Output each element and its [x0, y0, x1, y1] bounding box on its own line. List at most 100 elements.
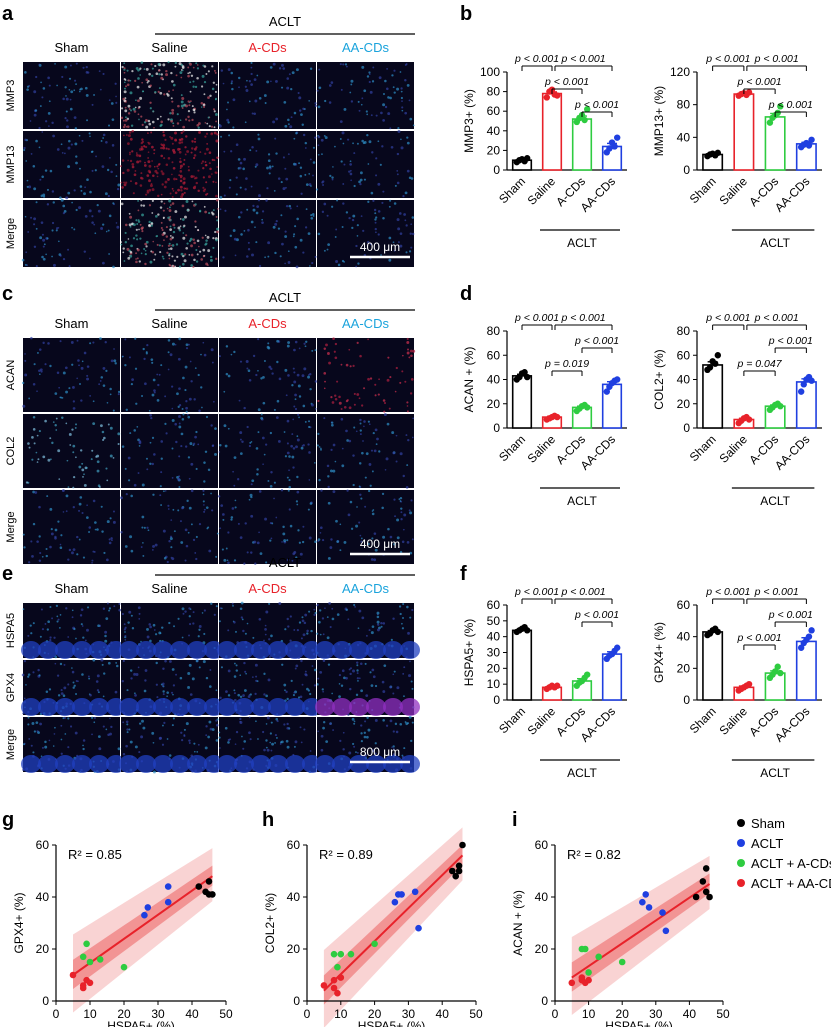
cell-dot	[71, 201, 73, 204]
cell-dot	[212, 108, 216, 111]
cell-dot	[130, 180, 132, 183]
cell-dot	[27, 716, 30, 719]
cell-dot	[84, 86, 88, 90]
cell-dot	[186, 413, 189, 416]
data-point	[808, 136, 815, 143]
cell-dot	[274, 742, 276, 744]
cell-dot	[90, 458, 93, 461]
cell-dot	[162, 63, 166, 67]
column-label-sham: Sham	[55, 316, 89, 331]
cell-dot	[109, 387, 112, 391]
scatter-point	[459, 841, 466, 849]
cell-dot	[201, 236, 204, 239]
y-tick-label: 0	[42, 994, 49, 1008]
cell-dot	[412, 124, 415, 127]
cell-dot	[353, 720, 356, 723]
cell-dot	[79, 449, 83, 452]
cell-dot	[324, 136, 328, 139]
cell-dot	[244, 632, 247, 635]
cell-dot	[178, 425, 182, 429]
cell-dot	[68, 88, 71, 91]
x-tick-label: Sham	[687, 432, 719, 464]
cell-dot	[71, 667, 73, 669]
cell-dot	[292, 447, 296, 450]
cell-dot	[247, 228, 250, 232]
cell-dot	[302, 107, 305, 110]
cell-dot	[278, 377, 282, 381]
cell-dot	[192, 265, 195, 269]
cell-dot	[102, 695, 105, 698]
cell-dot	[201, 160, 205, 163]
cell-dot	[56, 148, 60, 151]
cell-dot	[411, 538, 414, 541]
cell-dot	[293, 629, 296, 631]
cell-dot	[39, 178, 42, 181]
scatter-point	[578, 976, 586, 984]
cell-dot	[209, 669, 212, 671]
tile-background	[219, 414, 316, 488]
cell-dot	[223, 424, 227, 428]
cell-dot	[39, 105, 42, 108]
cell-dot	[297, 529, 300, 532]
cell-dot	[62, 489, 65, 492]
cell-dot	[251, 145, 254, 149]
cell-dot	[382, 93, 386, 96]
group-label: ACLT	[760, 494, 790, 508]
cell-dot	[191, 118, 194, 122]
cell-dot	[155, 683, 158, 686]
cell-dot	[316, 89, 319, 92]
cell-dot	[317, 153, 320, 156]
cell-dot	[365, 452, 369, 456]
cell-dot	[334, 236, 337, 238]
cell-dot	[349, 169, 352, 172]
cell-dot	[151, 160, 153, 162]
cell-dot	[167, 147, 170, 151]
cell-dot	[123, 134, 125, 137]
cell-dot	[360, 724, 363, 727]
cell-dot	[174, 343, 177, 346]
cell-dot	[190, 253, 194, 257]
cell-dot	[126, 69, 129, 72]
cell-dot	[399, 722, 403, 726]
cell-dot	[188, 634, 190, 637]
cell-dot	[83, 250, 87, 253]
cell-dot	[52, 134, 55, 138]
cell-dot	[205, 725, 208, 728]
cell-dot	[85, 65, 88, 69]
cell-dot	[208, 151, 212, 155]
cell-dot	[250, 83, 253, 86]
x-tick-label: 40	[683, 1007, 697, 1021]
cell-dot	[129, 215, 133, 219]
cell-dot	[205, 164, 208, 167]
cell-dot	[169, 204, 172, 206]
cell-dot	[71, 428, 74, 431]
cell-dot	[166, 207, 169, 210]
cell-dot	[160, 457, 163, 460]
cell-dot	[73, 627, 76, 631]
cell-dot	[36, 434, 39, 437]
cell-dot	[35, 201, 38, 204]
cell-dot	[283, 723, 286, 726]
cell-dot	[180, 100, 184, 104]
y-tick-label: 60	[677, 348, 691, 362]
cell-dot	[200, 106, 203, 108]
cell-dot	[358, 462, 362, 465]
cell-dot	[215, 139, 219, 143]
cell-dot	[146, 174, 150, 177]
cell-dot	[407, 348, 410, 351]
cell-dot	[136, 223, 139, 226]
cell-dot	[129, 225, 132, 228]
cell-dot	[374, 221, 377, 224]
cell-dot	[246, 255, 249, 258]
cell-dot	[198, 628, 201, 631]
cell-dot	[350, 100, 354, 103]
cell-dot	[23, 146, 26, 150]
cell-dot	[174, 65, 177, 68]
cell-dot	[262, 730, 265, 734]
cell-dot	[345, 608, 348, 612]
cell-dot	[131, 165, 135, 169]
cell-dot	[392, 241, 395, 244]
cell-dot	[258, 490, 262, 493]
cell-dot	[30, 632, 33, 635]
